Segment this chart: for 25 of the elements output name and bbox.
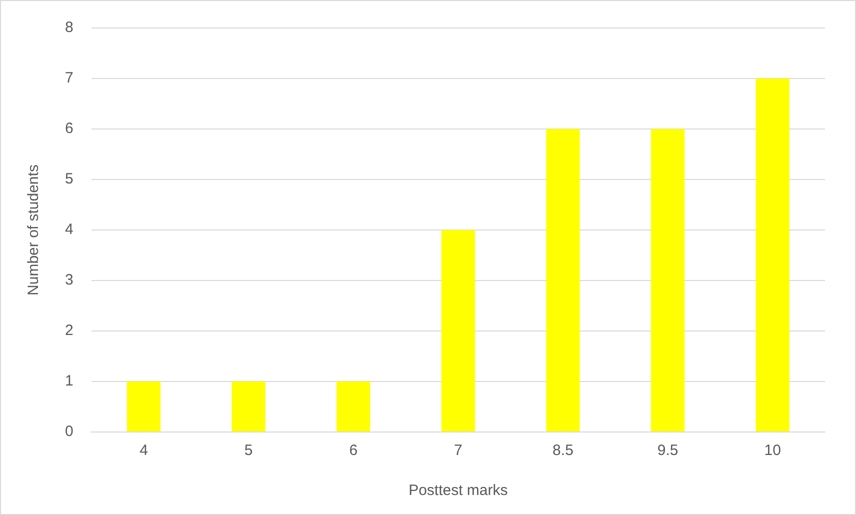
bar	[336, 382, 370, 432]
y-axis-title: Number of students	[25, 164, 42, 296]
x-tick-label: 9.5	[657, 442, 678, 460]
bar	[546, 129, 580, 432]
y-tick-label: 5	[65, 170, 74, 188]
y-tick-label: 0	[65, 423, 74, 440]
bar	[126, 382, 161, 432]
bar	[441, 230, 475, 432]
x-tick-label: 4	[140, 442, 148, 460]
y-tick-label: 8	[65, 19, 74, 36]
bar	[651, 129, 685, 432]
x-tick-label: 7	[454, 442, 462, 460]
y-tick-label: 2	[65, 322, 74, 340]
y-tick-label: 4	[65, 221, 74, 238]
x-tick-label: 10	[764, 442, 781, 460]
x-tick-label: 8.5	[552, 442, 574, 460]
y-tick-label: 7	[65, 70, 74, 87]
x-axis-title: Posttest marks	[408, 482, 508, 500]
y-tick-label: 3	[65, 272, 74, 289]
x-tick-label: 5	[244, 442, 253, 460]
x-tick-label: 6	[349, 442, 358, 460]
y-tick-label: 6	[65, 120, 74, 138]
y-tick-label: 1	[65, 372, 74, 390]
bar	[756, 78, 790, 432]
bar	[232, 382, 266, 432]
